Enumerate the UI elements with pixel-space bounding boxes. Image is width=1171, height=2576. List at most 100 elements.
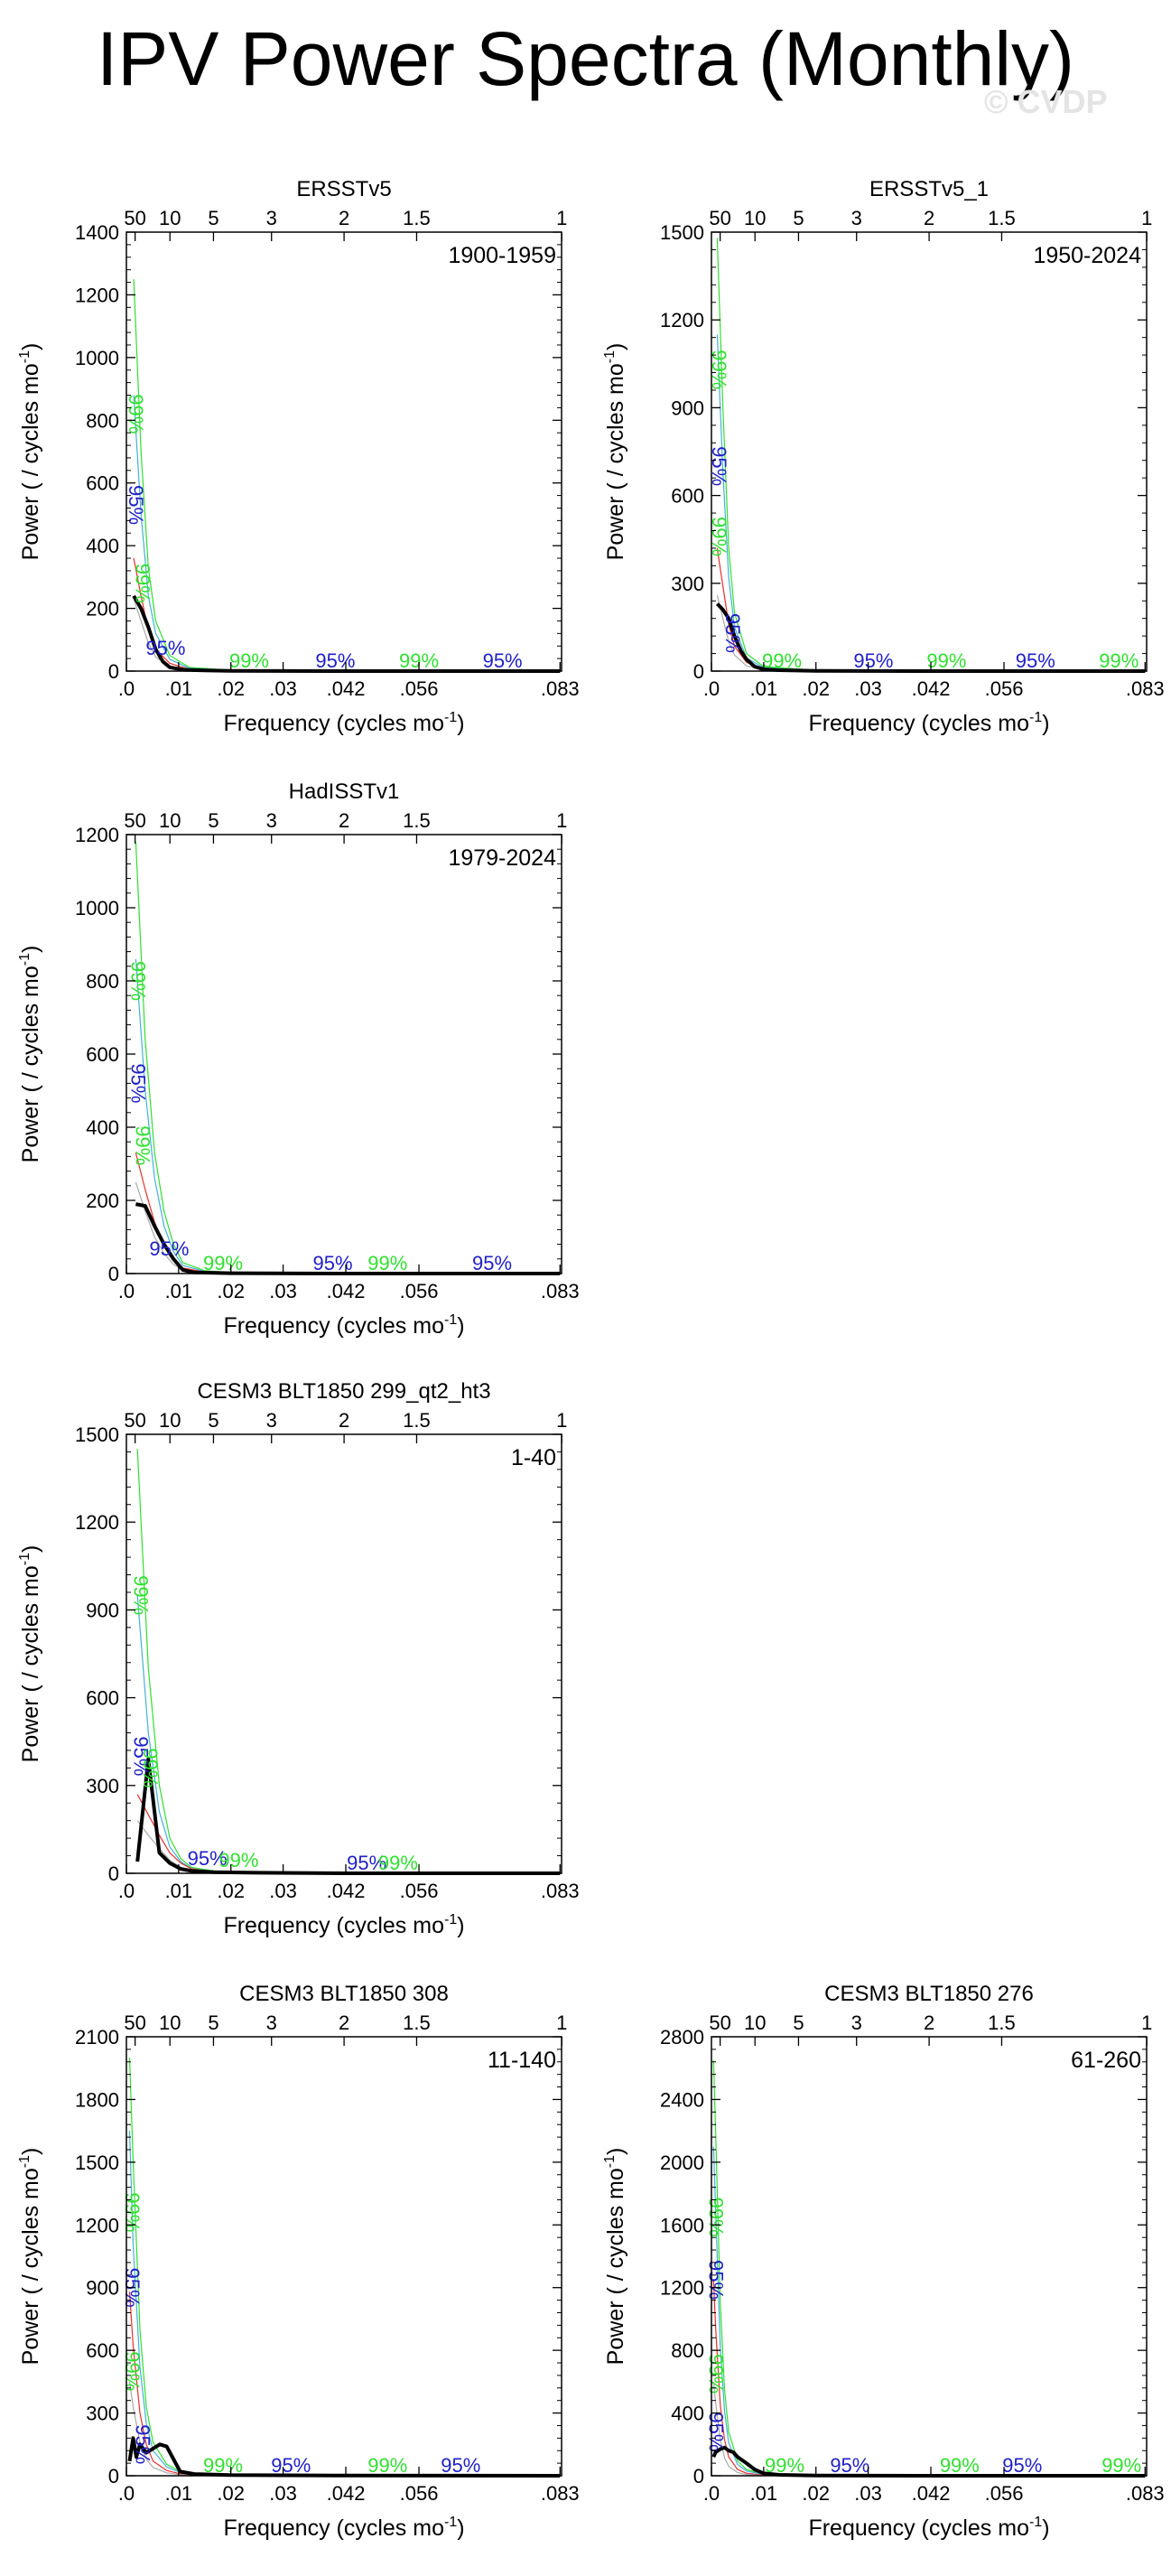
chart-title: CESM3 BLT1850 308	[239, 1982, 449, 2006]
top-tick-label: 1.5	[403, 809, 431, 832]
top-tick-label: 2	[924, 2011, 934, 2034]
significance-label: 95%	[130, 1736, 153, 1776]
x-tick-label: .03	[269, 1280, 297, 1302]
x-tick-label: .01	[165, 1280, 193, 1302]
x-tick-label: .0	[118, 1880, 135, 1902]
y-tick-label: 2800	[660, 2026, 704, 2049]
x-axis-label-close: )	[1042, 2515, 1049, 2541]
x-axis-label-close: )	[457, 1913, 464, 1938]
top-tick-label: 5	[793, 207, 804, 229]
significance-label: 95%	[441, 2454, 480, 2477]
y-tick-label: 0	[693, 2465, 704, 2487]
x-tick-label: .03	[854, 2482, 882, 2505]
x-tick-label: .01	[165, 1880, 193, 1902]
x-axis-label: Frequency (cycles mo-1)	[223, 710, 464, 736]
top-tick-label: 5	[208, 809, 218, 832]
x-tick-label: .042	[327, 1880, 366, 1902]
x-tick-label: .042	[327, 1280, 366, 1302]
y-tick-label: 300	[86, 2403, 119, 2425]
top-tick-label: 10	[159, 2011, 181, 2034]
y-tick-label: 0	[693, 660, 704, 683]
period-label: 61-260	[1071, 2048, 1141, 2073]
y-axis-label-exponent: -1	[602, 2155, 618, 2168]
series-line-spectrum	[127, 2436, 561, 2478]
top-tick-label: 50	[124, 809, 145, 832]
significance-label: 99%	[131, 1125, 153, 1165]
significance-label: 99%	[229, 649, 269, 672]
y-tick-label: 1500	[75, 1423, 119, 1446]
top-tick-label: 1	[556, 1409, 567, 1432]
y-tick-label: 400	[86, 535, 119, 557]
significance-label: 99%	[121, 2351, 144, 2391]
x-tick-label: .02	[217, 677, 245, 700]
x-axis-label-close: )	[457, 1313, 464, 1339]
significance-label: 95%	[188, 1847, 228, 1870]
top-tick-label: 1.5	[403, 1409, 431, 1432]
chart-title: CESM3 BLT1850 276	[824, 1982, 1034, 2006]
x-axis-label-text: Frequency (cycles mo	[223, 2515, 444, 2541]
significance-label: 99%	[378, 1852, 418, 1874]
top-tick-label: 10	[744, 2011, 766, 2034]
top-tick-label: 3	[266, 1409, 277, 1432]
x-tick-label: .0	[703, 677, 720, 700]
x-axis-label-exponent: -1	[444, 2515, 457, 2530]
y-tick-label: 600	[671, 485, 704, 508]
significance-label: 95%	[705, 2412, 728, 2451]
series-line-ci95_upper	[712, 2146, 1146, 2477]
y-axis-label-close: )	[18, 1545, 43, 1553]
significance-label: 99%	[139, 1748, 162, 1787]
x-tick-label: .083	[541, 677, 580, 700]
significance-label: 95%	[131, 2424, 153, 2464]
series-line-ci99_upper	[128, 2058, 561, 2477]
x-axis-label-close: )	[457, 2515, 464, 2541]
y-tick-label: 1200	[75, 2214, 119, 2236]
y-tick-label: 1200	[75, 1511, 119, 1534]
top-tick-label: 1.5	[988, 2011, 1016, 2034]
y-axis-label: Power ( / cycles mo-1)	[17, 1545, 43, 1763]
plot-frame	[125, 2036, 562, 2477]
x-tick-label: .02	[802, 677, 830, 700]
top-tick-label: 2	[924, 207, 934, 229]
y-axis-label-close: )	[18, 343, 43, 350]
y-axis-label-text: Power ( / cycles mo	[18, 2168, 43, 2365]
y-tick-label: 600	[86, 1043, 119, 1066]
x-axis-label-close: )	[457, 711, 464, 736]
top-tick-label: 2	[339, 1409, 349, 1432]
top-tick-label: 1.5	[403, 2011, 431, 2034]
y-tick-label: 1000	[75, 347, 119, 369]
y-axis-label-text: Power ( / cycles mo	[18, 966, 43, 1162]
y-axis-label-exponent: -1	[17, 350, 33, 363]
y-tick-label: 400	[86, 1116, 119, 1139]
x-tick-label: .056	[400, 677, 439, 700]
y-axis-label-exponent: -1	[602, 350, 618, 363]
y-axis-label: Power ( / cycles mo-1)	[17, 343, 43, 561]
top-tick-label: 3	[266, 809, 277, 832]
significance-label: 99%	[121, 2192, 144, 2232]
top-tick-label: 10	[159, 207, 181, 229]
significance-label: 95%	[149, 1237, 189, 1260]
x-axis-label: Frequency (cycles mo-1)	[808, 2515, 1049, 2541]
x-tick-label: .042	[912, 677, 951, 700]
x-tick-label: .01	[750, 677, 778, 700]
y-tick-label: 900	[86, 2277, 119, 2300]
significance-label: 95%	[1016, 649, 1055, 672]
series-line-ci95_upper	[135, 958, 561, 1274]
x-tick-label: .03	[854, 677, 882, 700]
top-tick-label: 1	[1141, 207, 1152, 229]
x-tick-label: .03	[269, 2482, 297, 2505]
x-tick-label: .083	[541, 1880, 580, 1902]
y-tick-label: 200	[86, 598, 119, 621]
x-tick-label: .0	[703, 2482, 720, 2505]
top-tick-label: 50	[124, 207, 145, 229]
top-tick-label: 50	[709, 207, 730, 229]
chart-title: ERSSTv5_1	[869, 177, 989, 201]
plot-frame	[125, 834, 562, 1274]
x-axis-label: Frequency (cycles mo-1)	[223, 2515, 464, 2541]
top-tick-label: 50	[124, 2011, 145, 2034]
significance-label: 95%	[313, 1252, 353, 1274]
significance-label: 95%	[830, 2454, 869, 2477]
y-axis-label-text: Power ( / cycles mo	[603, 363, 628, 560]
y-tick-label: 200	[86, 1190, 119, 1212]
x-tick-label: .056	[400, 1880, 439, 1902]
significance-label: 99%	[940, 2454, 980, 2477]
